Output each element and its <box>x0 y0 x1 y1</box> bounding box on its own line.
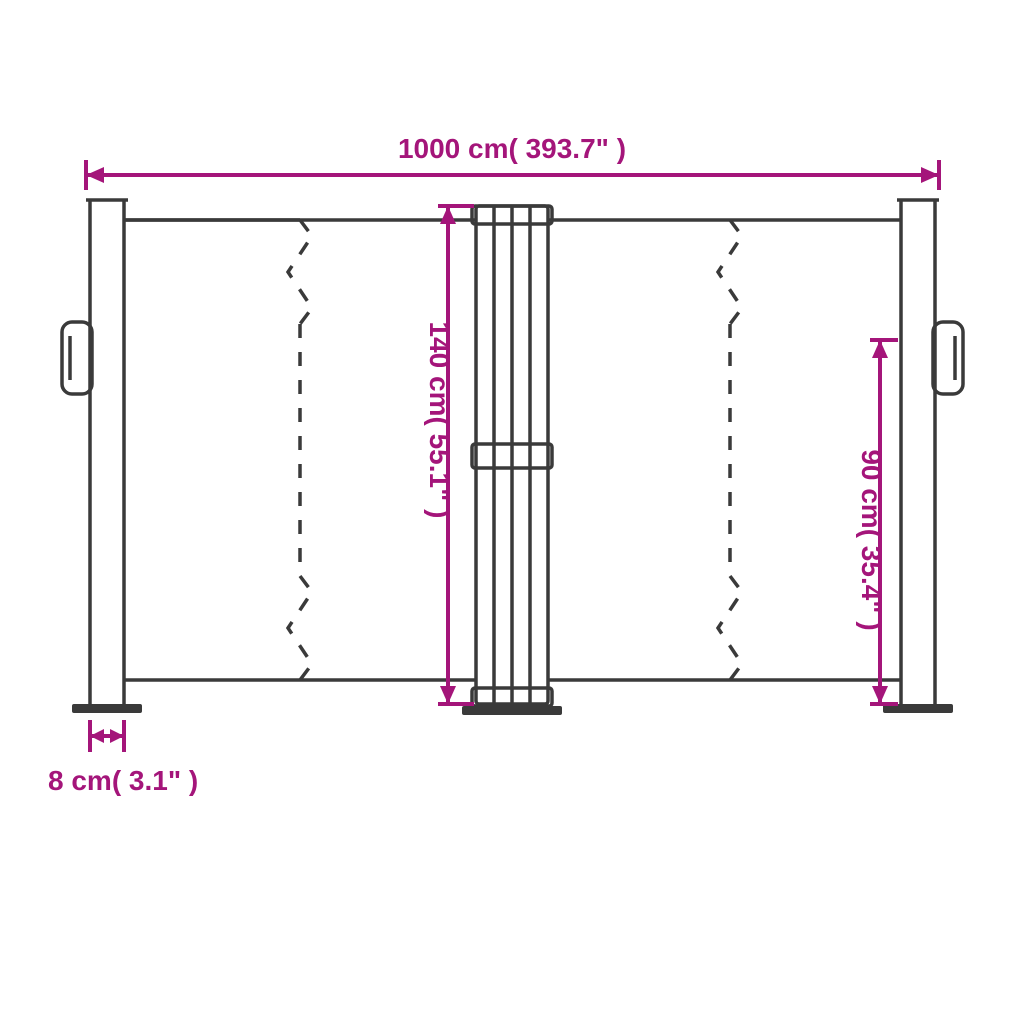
dim-inner-height: 90 cm( 35.4" ) <box>856 340 898 704</box>
dim-base-label: 8 cm( 3.1" ) <box>48 765 198 796</box>
center-cassette <box>462 206 562 715</box>
screen-top-break-r <box>718 220 742 324</box>
dim-width-label: 1000 cm( 393.7" ) <box>398 133 626 164</box>
dim-height-label: 140 cm( 55.1" ) <box>424 322 455 519</box>
center-base <box>462 706 562 715</box>
right-post <box>883 200 963 713</box>
dim-width: 1000 cm( 393.7" ) <box>86 133 939 190</box>
dimension-diagram: 1000 cm( 393.7" ) 140 cm( 55.1" ) 90 cm(… <box>0 0 1024 1024</box>
screen-bot-break-l <box>288 576 312 680</box>
left-base <box>72 704 142 713</box>
product-outline <box>62 200 963 715</box>
dim-inner-height-label: 90 cm( 35.4" ) <box>856 449 887 630</box>
dim-height: 140 cm( 55.1" ) <box>424 206 474 704</box>
dim-base: 8 cm( 3.1" ) <box>48 720 198 796</box>
left-post <box>62 200 142 713</box>
right-handle <box>933 322 963 394</box>
screen-top-break-l <box>288 220 312 324</box>
screen-bot-break-r <box>718 576 742 680</box>
left-handle <box>62 322 92 394</box>
